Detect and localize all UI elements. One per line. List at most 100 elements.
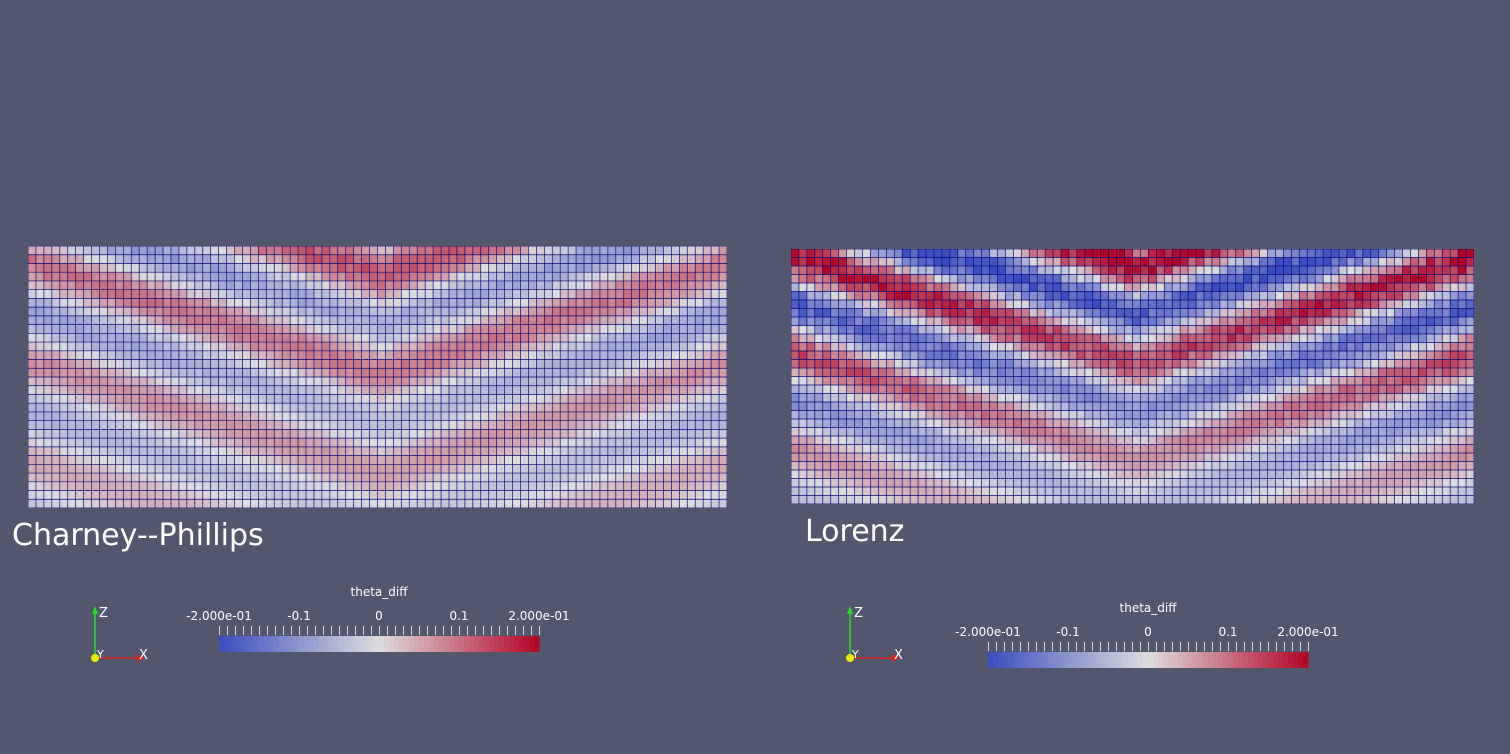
colorbar-swatch — [1243, 652, 1249, 668]
colorbar-swatch — [1228, 652, 1234, 668]
mesh-plot-charney-phillips[interactable] — [28, 246, 727, 508]
colorbar-swatch — [264, 636, 270, 652]
colorbar-swatch — [1153, 652, 1159, 668]
colorbar-swatch — [274, 636, 280, 652]
colorbar-swatch — [504, 636, 510, 652]
colorbar-swatch — [414, 636, 420, 652]
colorbar-swatch — [299, 636, 305, 652]
colorbar-swatch — [434, 636, 440, 652]
colorbar-swatch — [344, 636, 350, 652]
colorbar-swatch — [474, 636, 480, 652]
colorbar-swatch — [1168, 652, 1174, 668]
colorbar-swatch — [459, 636, 465, 652]
mesh-cells — [791, 249, 1474, 504]
colorbar-tick-label: 0.1 — [1218, 625, 1238, 639]
y-axis-origin — [846, 654, 854, 662]
colorbar-swatch — [449, 636, 455, 652]
colorbar-swatch — [1223, 652, 1229, 668]
x-axis-arrow — [137, 654, 145, 662]
colorbar-swatch — [444, 636, 450, 652]
colorbar-swatch — [1138, 652, 1144, 668]
colorbar-swatch — [1098, 652, 1104, 668]
colorbar-swatch — [1018, 652, 1024, 668]
colorbar-swatch — [519, 636, 525, 652]
colorbar-swatch — [489, 636, 495, 652]
colorbar-swatch — [1203, 652, 1209, 668]
colorbar-swatch — [1008, 652, 1014, 668]
colorbar-swatch — [1053, 652, 1059, 668]
colorbar-swatch — [1038, 652, 1044, 668]
colorbar-swatch — [1213, 652, 1219, 668]
colorbar-swatch — [419, 636, 425, 652]
colorbar-swatch — [1033, 652, 1039, 668]
colorbar-tick-label: -2.000e-01 — [186, 609, 252, 623]
colorbar — [219, 626, 540, 652]
colorbar-swatch — [1093, 652, 1099, 668]
x-axis-arrow — [892, 654, 900, 662]
colorbar-swatch — [1003, 652, 1009, 668]
colorbar-swatch — [479, 636, 485, 652]
colorbar-swatch — [1108, 652, 1114, 668]
colorbar-tick-label: 2.000e-01 — [508, 609, 570, 623]
colorbar-swatch — [1193, 652, 1199, 668]
colorbar-swatch — [1248, 652, 1254, 668]
colorbar-swatch — [988, 652, 994, 668]
colorbar-swatch — [1293, 652, 1299, 668]
colorbar-swatch — [324, 636, 330, 652]
colorbar-swatch — [1268, 652, 1274, 668]
colorbar-swatch — [1163, 652, 1169, 668]
colorbar-swatch — [1183, 652, 1189, 668]
colorbar-swatch — [1273, 652, 1279, 668]
colorbar-tick-label: 2.000e-01 — [1277, 625, 1339, 639]
colorbar-swatch — [339, 636, 345, 652]
colorbar-swatch — [389, 636, 395, 652]
colorbar-swatch — [1123, 652, 1129, 668]
colorbar-swatch — [469, 636, 475, 652]
colorbar-swatch — [529, 636, 535, 652]
colorbar-swatch — [1058, 652, 1064, 668]
colorbar-swatch — [993, 652, 999, 668]
colorbar-swatch — [249, 636, 255, 652]
colorbar-swatch — [309, 636, 315, 652]
y-axis-label: Y — [851, 648, 859, 661]
z-axis-label: Z — [99, 606, 108, 621]
colorbar-swatch — [1103, 652, 1109, 668]
colorbar-swatch — [369, 636, 375, 652]
colorbar-swatch — [1088, 652, 1094, 668]
colorbar-swatch — [1253, 652, 1259, 668]
colorbar-swatch — [424, 636, 430, 652]
colorbar-swatch — [439, 636, 445, 652]
colorbar-swatch — [1113, 652, 1119, 668]
colorbar-swatch — [484, 636, 490, 652]
colorbar-swatch — [1068, 652, 1074, 668]
panel-title: Lorenz — [805, 514, 905, 549]
colorbar-title: theta_diff — [350, 585, 408, 599]
mesh-plot-lorenz[interactable] — [791, 249, 1474, 504]
viewport-lorenz[interactable]: Lorenz theta_diff -2.000e-01 -0.1 0 0.1 … — [755, 0, 1510, 754]
colorbar-swatch — [1118, 652, 1124, 668]
colorbar-swatch — [359, 636, 365, 652]
colorbar-swatch — [1283, 652, 1289, 668]
colorbar-swatch — [454, 636, 460, 652]
colorbar-swatch — [224, 636, 230, 652]
colorbar-swatch — [1303, 652, 1309, 668]
colorbar-swatch — [394, 636, 400, 652]
mesh-grid-lines — [28, 246, 727, 508]
colorbar-swatch — [534, 636, 540, 652]
colorbar-swatch — [409, 636, 415, 652]
colorbar-swatch — [1013, 652, 1019, 668]
colorbar-swatch — [998, 652, 1004, 668]
colorbar-swatch — [1063, 652, 1069, 668]
colorbar-swatch — [1043, 652, 1049, 668]
colorbar-swatch — [374, 636, 380, 652]
colorbar-swatch — [1028, 652, 1034, 668]
colorbar-swatch — [259, 636, 265, 652]
colorbar-title: theta_diff — [1119, 601, 1177, 615]
colorbar-tick-label: 0 — [1144, 625, 1152, 639]
colorbar-swatch — [379, 636, 385, 652]
mesh-cells — [28, 246, 727, 508]
colorbar-swatch — [329, 636, 335, 652]
viewport-charney-phillips[interactable]: Charney--Phillips theta_diff -2.000e-01 … — [0, 0, 755, 754]
colorbar-swatch — [1048, 652, 1054, 668]
colorbar-swatch — [1148, 652, 1154, 668]
